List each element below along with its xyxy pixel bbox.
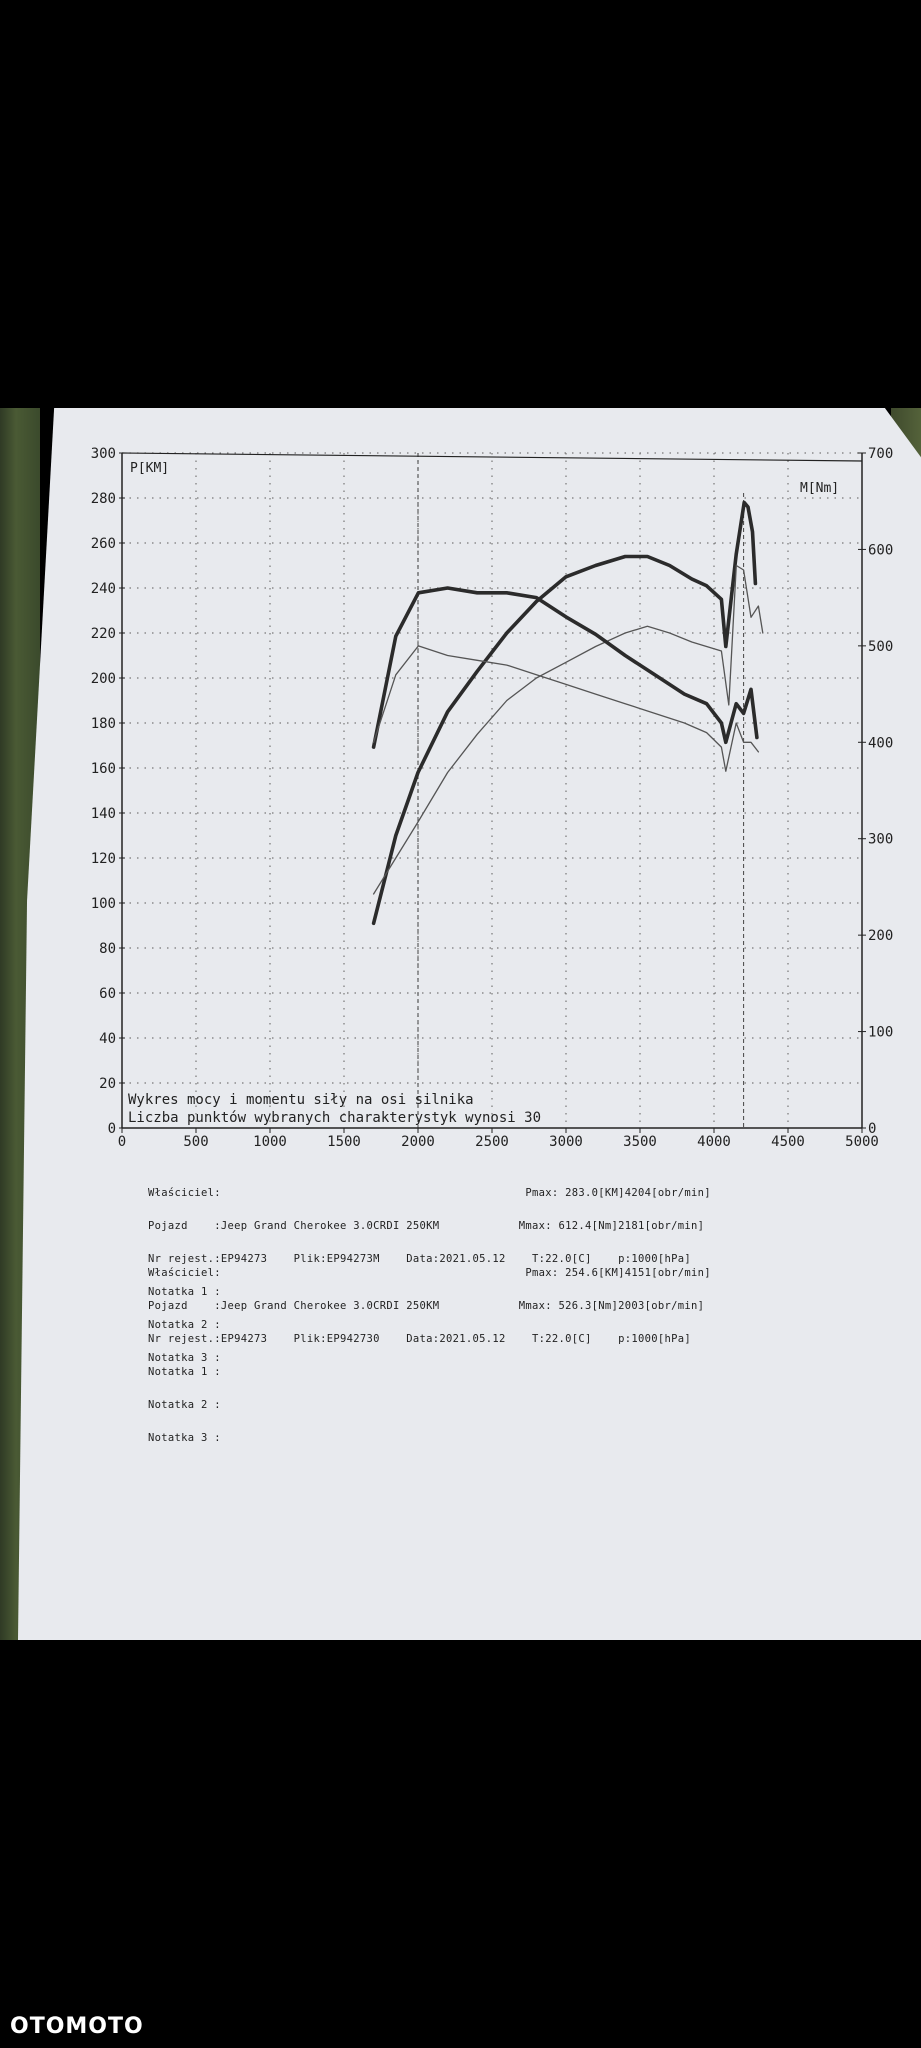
y-left-tick-label: 240 xyxy=(91,581,116,597)
y-left-tick-label: 300 xyxy=(91,446,116,462)
legend2-line5: Notatka 2 : xyxy=(148,1399,221,1411)
annotation-line-1: Wykres mocy i momentu siły na osi silnik… xyxy=(128,1092,474,1108)
y-right-tick-label: 500 xyxy=(868,639,893,655)
torque-curve-tuned xyxy=(371,586,759,749)
y-left-tick-label: 120 xyxy=(91,851,116,867)
x-tick-label: 4000 xyxy=(697,1134,731,1150)
legend2-line4: Notatka 1 : xyxy=(148,1366,221,1378)
x-tick-label: 4500 xyxy=(771,1134,805,1150)
legend1-line5: Notatka 2 : xyxy=(148,1319,221,1331)
y-right-tick-label: 600 xyxy=(868,542,893,558)
legend2-line1: Właściciel: Pmax: 254.6[KM]4151[obr/min] xyxy=(148,1267,711,1279)
legend-block-2: Właściciel: Pmax: 254.6[KM]4151[obr/min]… xyxy=(148,1246,711,1455)
y-left-tick-label: 100 xyxy=(91,896,116,912)
annotation-line-2: Liczba punktów wybranych charakterystyk … xyxy=(128,1110,541,1126)
y-right-tick-label: 100 xyxy=(868,1025,893,1041)
legend1-line6: Notatka 3 : xyxy=(148,1352,221,1364)
legend1-line2: Pojazd :Jeep Grand Cherokee 3.0CRDI 250K… xyxy=(148,1220,705,1232)
y-left-tick-label: 40 xyxy=(99,1031,116,1047)
legend1-line3: Nr rejest.:EP94273 Plik:EP94273M Data:20… xyxy=(148,1253,691,1265)
y-left-tick-label: 200 xyxy=(91,671,116,687)
chart-grid xyxy=(122,452,862,1128)
x-tick-label: 1000 xyxy=(253,1134,287,1150)
legend2-line2: Pojazd :Jeep Grand Cherokee 3.0CRDI 250K… xyxy=(148,1300,705,1312)
y-left-tick-label: 160 xyxy=(91,761,116,777)
chart-ticks: 0 500 1000 1500 2000 2500 3000 3500 4000 4500 5000… xyxy=(91,446,894,1150)
y-left-tick-label: 0 xyxy=(108,1121,116,1137)
power-curve-tuned xyxy=(371,500,758,926)
legend2-line3: Nr rejest.:EP94273 Plik:EP942730 Data:20… xyxy=(148,1333,691,1345)
x-tick-label: 5000 xyxy=(845,1134,879,1150)
x-tick-label: 2500 xyxy=(475,1134,509,1150)
dyno-sheet xyxy=(18,408,921,1640)
power-curve-stock xyxy=(372,564,764,895)
x-tick-label: 3000 xyxy=(549,1134,583,1150)
legend-block-1: Właściciel: Pmax: 283.0[KM]4204[obr/min]… xyxy=(148,1166,711,1375)
x-tick-label: 0 xyxy=(118,1134,126,1150)
y-right-tick-label: 0 xyxy=(868,1121,876,1137)
y-right-label: M[Nm] xyxy=(800,481,839,496)
legend2-line6: Notatka 3 : xyxy=(148,1432,221,1444)
y-right-tick-label: 400 xyxy=(868,735,893,751)
y-left-label: P[KM] xyxy=(130,461,169,476)
torque-curve-stock xyxy=(372,645,760,772)
y-left-tick-label: 140 xyxy=(91,806,116,822)
y-left-tick-label: 20 xyxy=(99,1076,116,1092)
otomoto-logo: OTOMOTO xyxy=(10,2014,144,2039)
y-right-tick-label: 300 xyxy=(868,832,893,848)
y-left-tick-label: 60 xyxy=(99,986,116,1002)
y-left-tick-label: 220 xyxy=(91,626,116,642)
legend1-line4: Notatka 1 : xyxy=(148,1286,221,1298)
y-left-tick-label: 80 xyxy=(99,941,116,957)
x-tick-label: 1500 xyxy=(327,1134,361,1150)
x-tick-label: 500 xyxy=(183,1134,208,1150)
top-frame xyxy=(121,452,863,462)
y-left-tick-label: 180 xyxy=(91,716,116,732)
x-tick-label: 3500 xyxy=(623,1134,657,1150)
y-left-tick-label: 260 xyxy=(91,536,116,552)
y-right-tick-label: 200 xyxy=(868,928,893,944)
y-right-tick-label: 700 xyxy=(868,446,893,462)
legend1-line1: Właściciel: Pmax: 283.0[KM]4204[obr/min] xyxy=(148,1187,711,1199)
chart-curves xyxy=(371,500,764,926)
y-left-tick-label: 280 xyxy=(91,491,116,507)
x-tick-label: 2000 xyxy=(401,1134,435,1150)
chart-axes xyxy=(121,452,863,1129)
